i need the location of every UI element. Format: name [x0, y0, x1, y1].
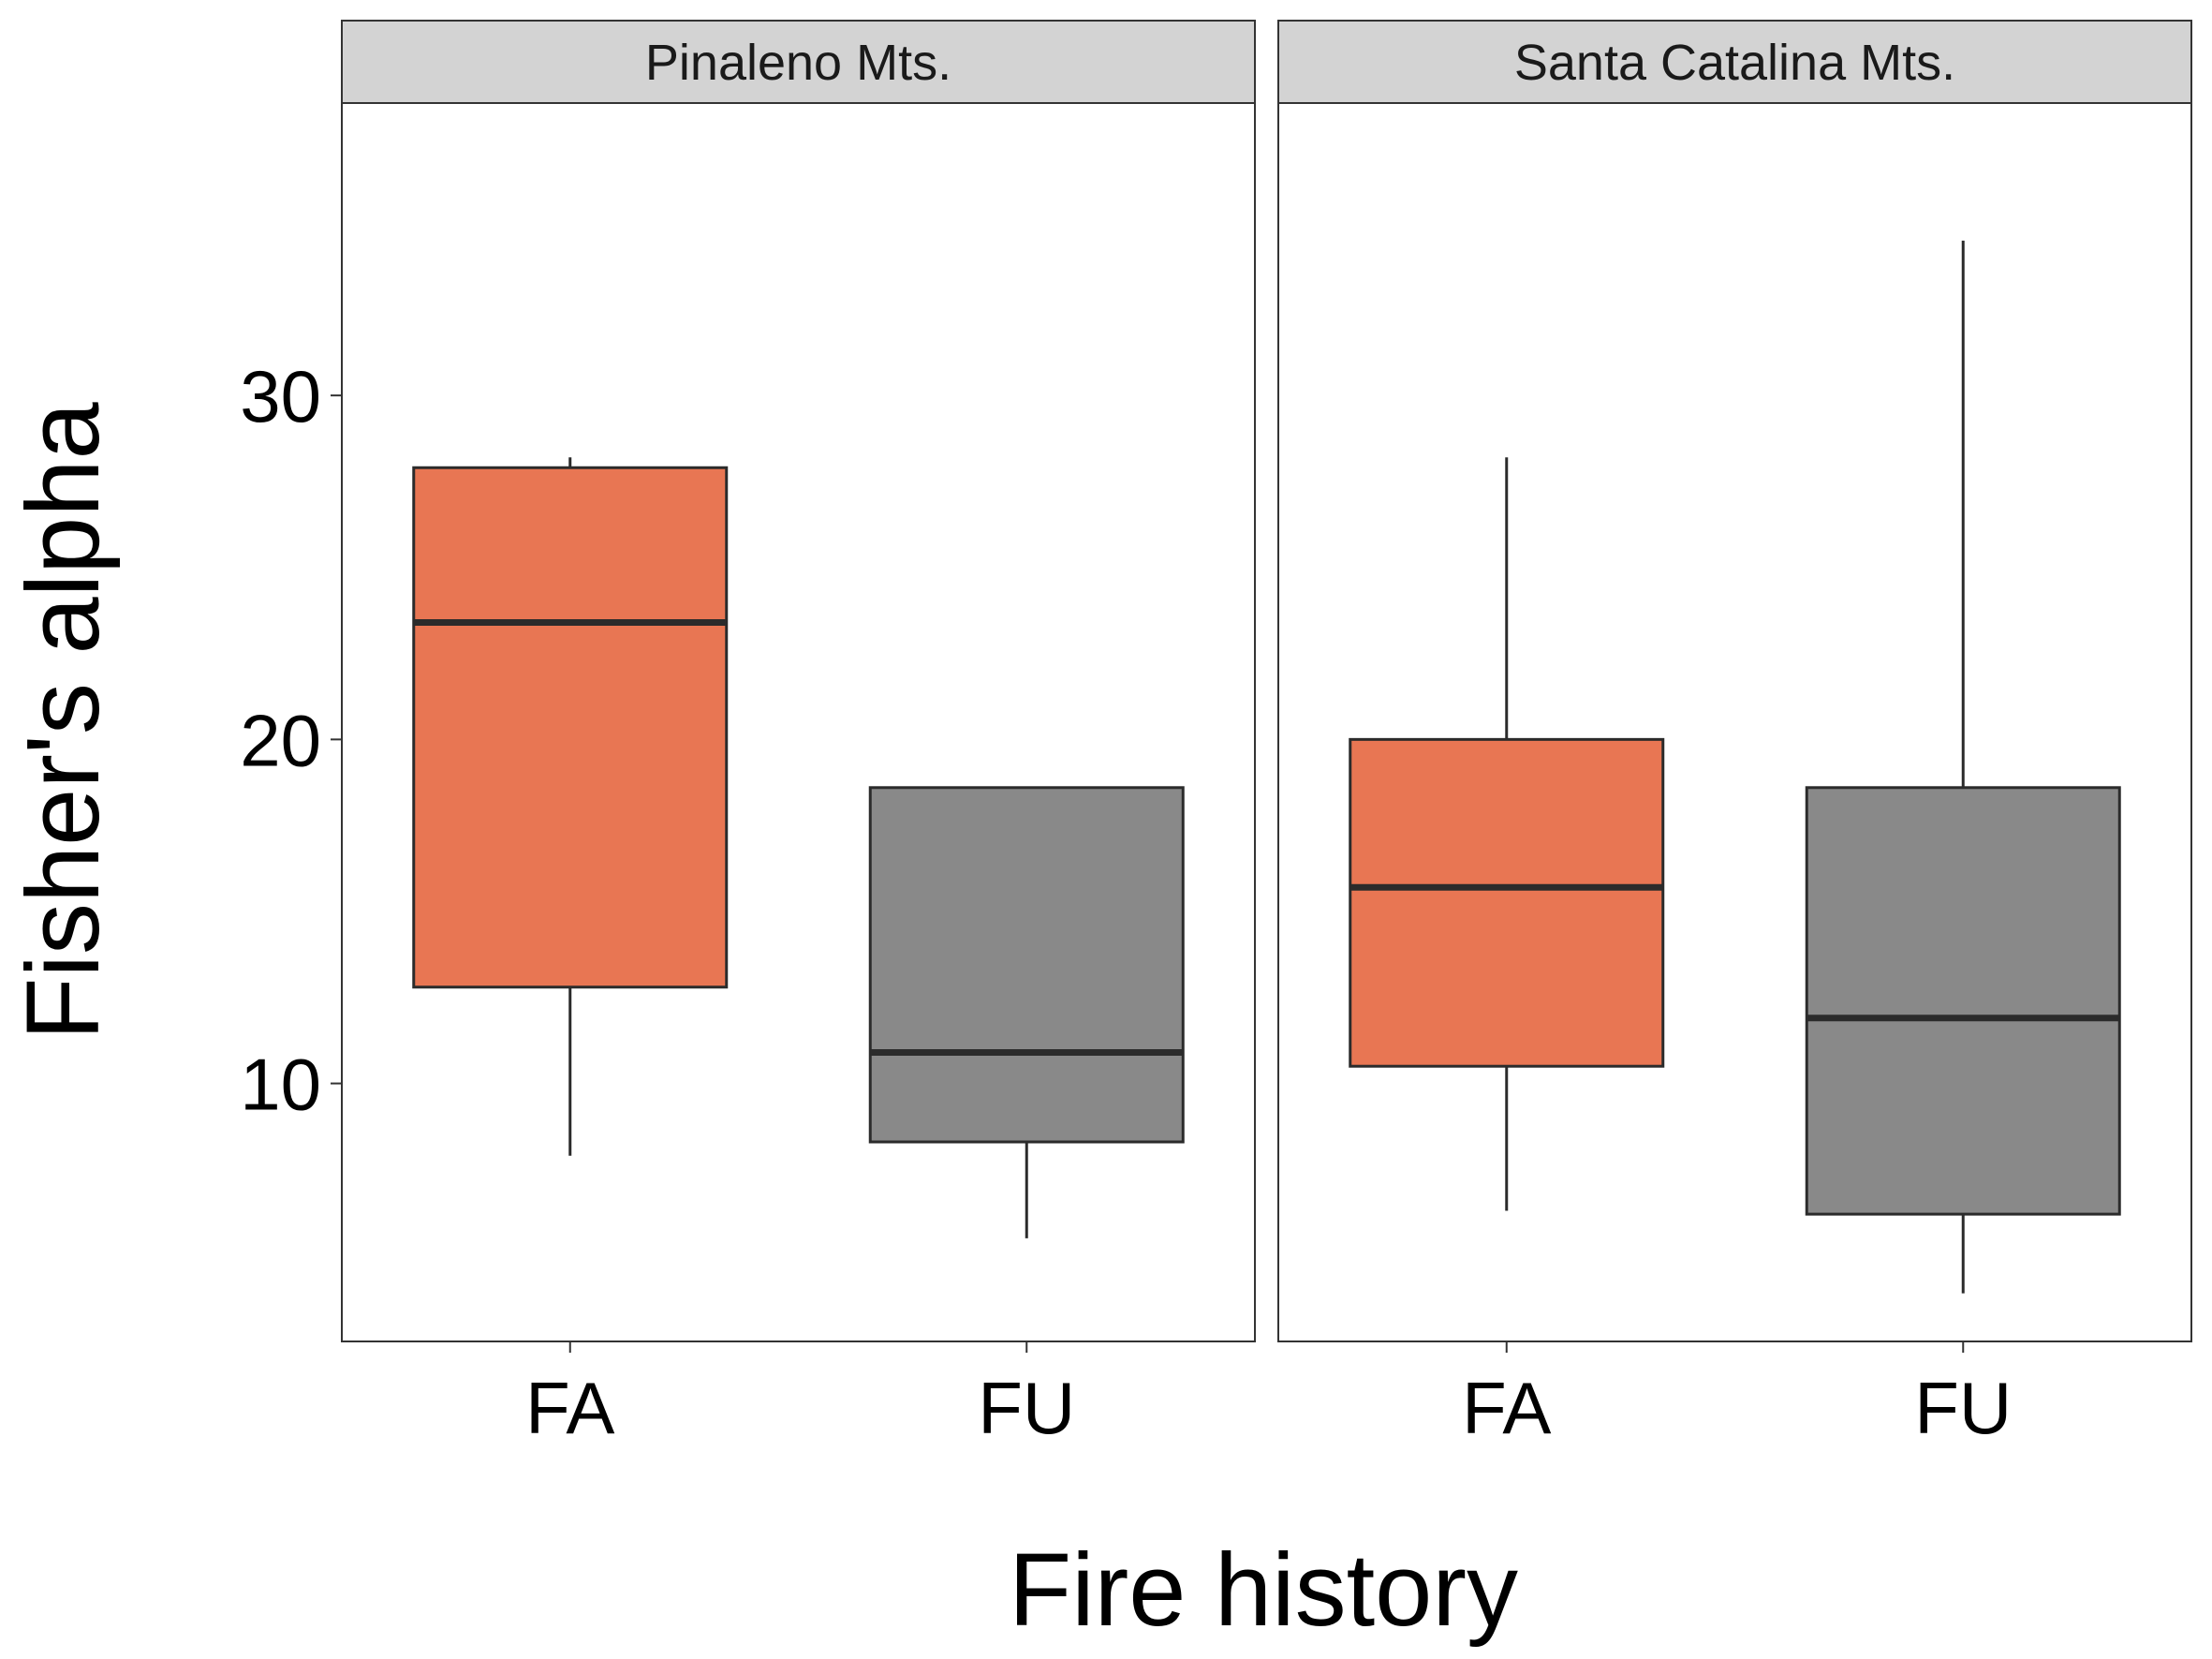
strip-label: Pinaleno Mts. — [645, 35, 951, 91]
iqr-box — [1805, 786, 2121, 1216]
x-tick-label: FU — [1914, 1367, 2012, 1449]
y-tick-label: 30 — [240, 355, 321, 437]
iqr-box — [868, 786, 1185, 1144]
box-fu — [1805, 240, 2121, 1294]
box-fa — [412, 457, 729, 1156]
x-axis-title: Fire history — [1009, 1533, 1518, 1648]
box-fu — [868, 786, 1185, 1238]
strip-background — [1277, 20, 2192, 104]
strip-background — [341, 20, 1256, 104]
x-tick-label: FA — [1462, 1367, 1551, 1449]
box-fa — [1349, 457, 1665, 1211]
y-tick-label: 20 — [240, 699, 321, 781]
iqr-box — [412, 466, 729, 989]
y-axis-title: Fisher's alpha — [6, 402, 121, 1041]
y-tick-label: 10 — [240, 1044, 321, 1126]
panel-1: Pinaleno Mts. FA FU — [341, 20, 1256, 1449]
iqr-box — [1349, 737, 1665, 1068]
y-axis: 10 20 30 — [240, 355, 342, 1126]
x-tick-label: FA — [525, 1367, 614, 1449]
panels: Pinaleno Mts. FA FU Santa Catalina Mts. FA FU — [341, 20, 2192, 1449]
x-tick-label: FU — [978, 1367, 1075, 1449]
strip-label: Santa Catalina Mts. — [1514, 35, 1955, 91]
panel-2: Santa Catalina Mts. FA FU — [1277, 20, 2192, 1449]
